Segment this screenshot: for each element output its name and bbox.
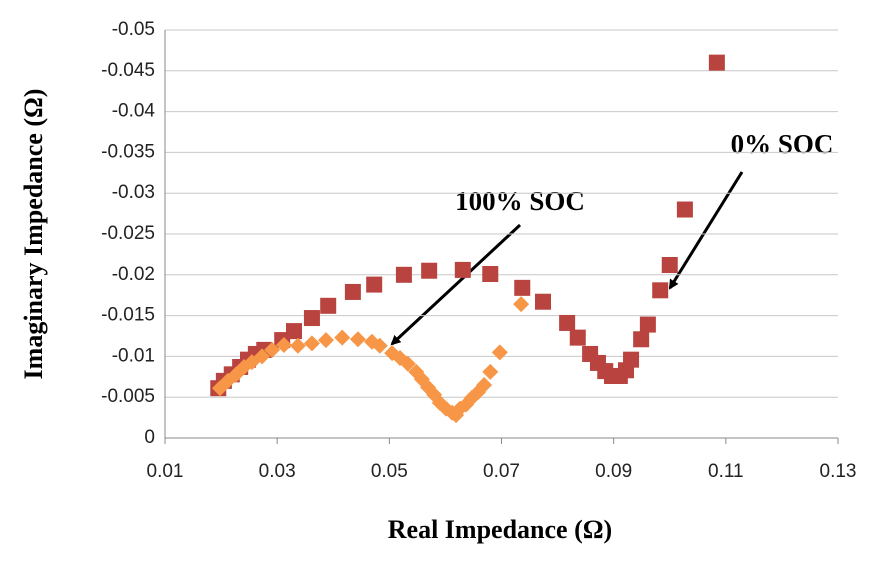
annotation-arrow [390, 223, 522, 346]
x-tick-label: 0.09 [595, 461, 632, 482]
y-tick-label: -0.035 [101, 141, 155, 162]
data-point [708, 54, 725, 71]
x-tick-label: 0.03 [259, 461, 296, 482]
data-point [303, 335, 320, 352]
x-tick-label: 0.11 [708, 461, 744, 482]
data-point [569, 329, 586, 346]
x-axis-title: Real Impedance (Ω) [388, 515, 612, 544]
y-tick-label: -0.04 [112, 101, 156, 122]
y-tick-label: 0 [144, 427, 155, 448]
data-point [285, 323, 302, 340]
data-point [633, 331, 650, 348]
y-tick-label: -0.005 [101, 386, 155, 407]
y-tick-label: -0.045 [101, 60, 155, 81]
data-point [334, 329, 351, 346]
data-point [366, 276, 383, 293]
y-tick-label: -0.015 [101, 305, 155, 326]
y-tick-label: -0.05 [112, 19, 155, 40]
data-point [514, 279, 531, 296]
data-point [535, 293, 552, 310]
annotation: 100% SOC [455, 186, 585, 216]
data-point [454, 261, 471, 278]
data-point [639, 316, 656, 333]
data-point [289, 337, 306, 354]
data-point [371, 337, 388, 354]
data-point [254, 348, 271, 365]
data-point [491, 344, 508, 361]
annotation-arrow [668, 171, 744, 290]
data-point [623, 351, 640, 368]
x-tick-label: 0.13 [820, 461, 857, 482]
y-tick-label: -0.01 [112, 345, 155, 366]
data-point [476, 376, 493, 393]
data-point [317, 332, 334, 349]
data-point [320, 297, 337, 314]
y-tick-label: -0.03 [112, 182, 155, 203]
data-point [303, 310, 320, 327]
data-point [349, 331, 366, 348]
data-point [559, 314, 576, 331]
data-point [652, 282, 669, 299]
x-tick-label: 0.01 [147, 461, 184, 482]
data-point [264, 341, 281, 358]
data-point [482, 265, 499, 282]
data-point [421, 262, 438, 279]
data-point [513, 296, 530, 313]
data-point [395, 266, 412, 283]
x-tick-label: 0.07 [483, 461, 520, 482]
y-tick-label: -0.025 [101, 223, 155, 244]
annotation: 0% SOC [731, 129, 834, 159]
x-tick-label: 0.05 [371, 461, 408, 482]
y-tick-label: -0.02 [112, 264, 155, 285]
data-point [676, 201, 693, 218]
y-axis-title: Imaginary Impedance (Ω) [19, 89, 48, 380]
data-point [482, 363, 499, 380]
data-point [275, 336, 292, 353]
data-point [344, 283, 361, 300]
data-point [661, 257, 678, 274]
data-point [399, 355, 416, 372]
